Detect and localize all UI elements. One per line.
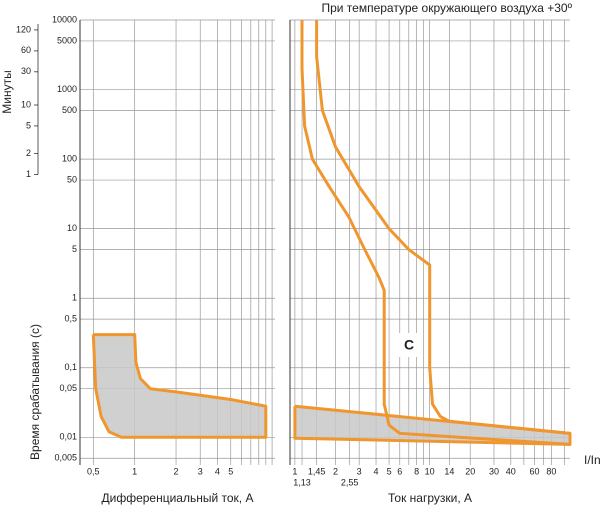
- y-tick-label: 5: [72, 244, 77, 254]
- x-tick-label: 80: [546, 466, 556, 476]
- x-tick-label: 2,55: [341, 477, 359, 487]
- x-tick-label: 10: [425, 466, 435, 476]
- y-tick-label: 500: [62, 105, 77, 115]
- y2-tick-label: 5: [26, 120, 31, 130]
- x-tick-label: 5: [387, 466, 392, 476]
- x-tick-label: 5: [228, 466, 233, 476]
- x-tick-label: 1,13: [293, 477, 311, 487]
- curve: [315, 20, 571, 435]
- x-tick-label: 40: [506, 466, 516, 476]
- x-tick-label: 0,5: [87, 466, 100, 476]
- y-tick-label: 0,1: [64, 362, 77, 372]
- y-tick-label: 10: [67, 223, 77, 233]
- y2-tick-label: 60: [21, 45, 31, 55]
- x-tick-label: 8: [414, 466, 419, 476]
- y-tick-label: 5000: [57, 35, 77, 45]
- curve: [91, 333, 268, 439]
- y-tick-label: 50: [67, 174, 77, 184]
- x-tick-label: 60: [530, 466, 540, 476]
- x-tick-label: 3: [357, 466, 362, 476]
- y2-tick-label: 120: [16, 24, 31, 34]
- y2-tick-label: 30: [21, 66, 31, 76]
- y2-tick-label: 2: [26, 148, 31, 158]
- curve: [300, 20, 571, 446]
- y-tick-label: 100: [62, 153, 77, 163]
- annotation: C: [404, 337, 414, 353]
- annotation-box: [399, 333, 419, 357]
- y-tick-label: 1000: [57, 84, 77, 94]
- chart-title: При температуре окружающего воздуха +30º: [321, 1, 572, 15]
- x-tick-label: 6: [397, 466, 402, 476]
- x-tick-label: 30: [489, 466, 499, 476]
- x-tick-label: 4: [374, 466, 379, 476]
- y-tick-label: 0,05: [59, 383, 77, 393]
- y-tick-label: 0,005: [54, 453, 77, 463]
- y-tick-label: 10000: [52, 14, 77, 24]
- x-tick-label: 2: [333, 466, 338, 476]
- y-tick-label: 0,01: [59, 432, 77, 442]
- y2-axis-label: Минуты: [0, 70, 14, 113]
- x-tick-label: 1,45: [308, 466, 326, 476]
- y-tick-label: 1: [72, 293, 77, 303]
- x-tick-label: 1: [132, 466, 137, 476]
- x-tick-label: 20: [465, 466, 475, 476]
- y2-tick-label: 10: [21, 99, 31, 109]
- x-tick-label: 4: [215, 466, 220, 476]
- x-tick-label: 1: [292, 466, 297, 476]
- x-tick-label: 14: [444, 466, 454, 476]
- x-tick-label: 3: [198, 466, 203, 476]
- x-tick-label: 2: [174, 466, 179, 476]
- y-axis-label: Время срабатывания (с): [28, 324, 42, 460]
- x-axis-label: Дифференциальный ток, А: [102, 491, 254, 505]
- y-tick-label: 0,5: [64, 314, 77, 324]
- y2-tick-label: 1: [26, 169, 31, 179]
- x-axis-label: Ток нагрузки, А: [388, 491, 472, 505]
- x-unit-label: I/In: [584, 453, 600, 467]
